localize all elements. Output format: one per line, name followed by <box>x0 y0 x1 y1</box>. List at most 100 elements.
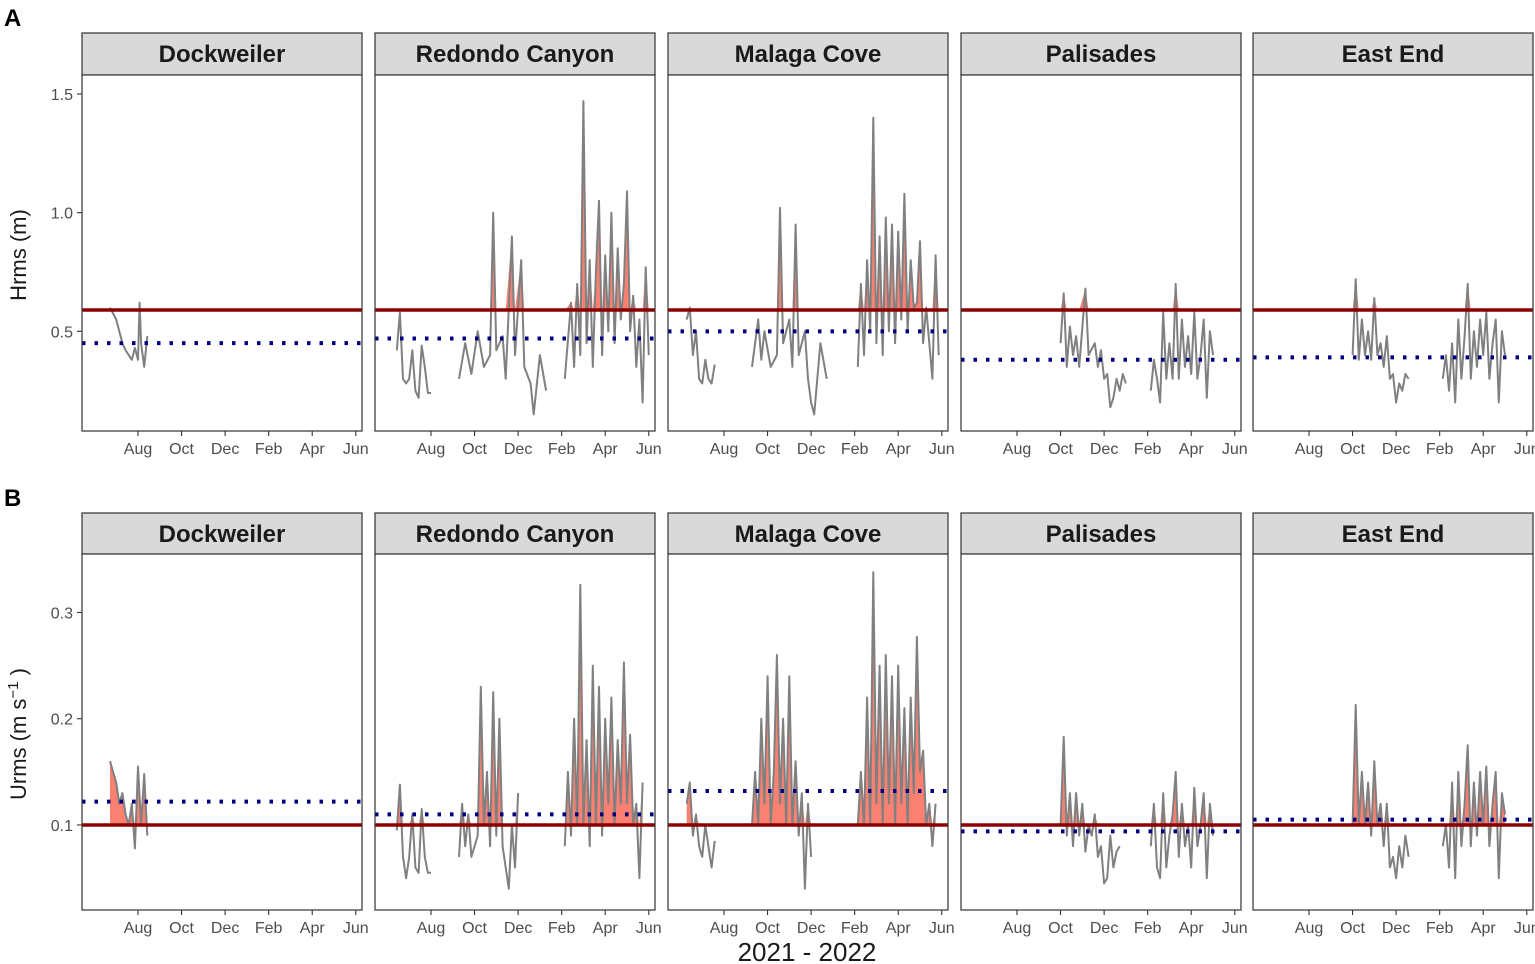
panel-border <box>1252 553 1534 911</box>
facet-title: Palisades <box>1046 41 1157 68</box>
plot-area <box>668 571 948 890</box>
y-tick-label: 0.3 <box>51 605 73 622</box>
x-tick-label: Apr <box>1179 920 1205 937</box>
series-line-1 <box>685 306 716 385</box>
x-tick-label: Apr <box>1471 441 1497 458</box>
y-axis-label-a: Hrms (m) <box>6 209 31 301</box>
plot-area <box>375 100 655 416</box>
series-line-2 <box>1441 282 1506 404</box>
facet-title: Malaga Cove <box>735 521 882 548</box>
facet-title: Malaga Cove <box>735 41 882 68</box>
x-tick-label: Aug <box>124 920 152 937</box>
x-tick-label: Aug <box>417 441 445 458</box>
x-tick-label: Feb <box>1134 920 1162 937</box>
x-tick-label: Dec <box>211 441 239 458</box>
x-tick-label: Apr <box>886 441 912 458</box>
plot-background <box>1253 554 1533 910</box>
plot-background <box>375 75 655 431</box>
plot-area <box>82 760 362 850</box>
panel-label-b: B <box>4 485 21 512</box>
y-axis-label-b-main: Urms (m s <box>6 699 31 800</box>
plot-area <box>961 282 1241 409</box>
panel-border <box>1252 74 1534 432</box>
x-axis-label: 2021 - 2022 <box>738 937 877 964</box>
facet-strip <box>667 512 949 555</box>
facet-strip <box>960 32 1242 76</box>
x-tick-label: Oct <box>462 441 487 458</box>
facet-a-1: Dockweiler Aug Oct Dec Feb Apr Jun 0.5 1.0 1.5 <box>51 32 369 458</box>
x-tick-label: Feb <box>1134 441 1162 458</box>
plot-background <box>82 75 362 431</box>
x-tick-label: Jun <box>1514 920 1535 937</box>
facet-a-4: Palisades Aug Oct Dec Feb Apr Jun <box>960 32 1248 458</box>
facet-strip <box>960 512 1242 555</box>
y-tick-label: 0.5 <box>51 324 73 341</box>
series-line-1 <box>1351 278 1410 404</box>
plot-area <box>668 116 948 416</box>
x-tick-label: Dec <box>797 441 825 458</box>
x-tick-label: Jun <box>343 441 369 458</box>
series-line-2 <box>1441 744 1506 880</box>
x-tick-label: Dec <box>504 920 532 937</box>
y-axis-label-b: Urms (m s−1 ) <box>5 668 32 800</box>
x-tick-label: Oct <box>169 920 194 937</box>
x-tick-label: Apr <box>1471 920 1497 937</box>
facet-title: East End <box>1342 521 1445 548</box>
x-tick-label: Oct <box>1048 920 1073 937</box>
facet-title: Palisades <box>1046 521 1157 548</box>
facet-strip <box>1252 32 1534 76</box>
x-tick-label: Jun <box>929 441 955 458</box>
y-axis-label-b-tail: ) <box>6 668 31 681</box>
y-tick-label: 0.1 <box>51 818 73 835</box>
series-line-1 <box>109 301 149 368</box>
x-tick-label: Dec <box>1090 920 1118 937</box>
series-line-1 <box>1351 703 1410 880</box>
x-tick-label: Feb <box>1426 920 1454 937</box>
x-tick-label: Apr <box>300 441 326 458</box>
panel-border <box>667 74 949 432</box>
panel-border <box>667 553 949 911</box>
x-tick-label: Aug <box>1295 441 1323 458</box>
plot-background <box>668 554 948 910</box>
x-tick-label: Dec <box>1382 920 1410 937</box>
x-tick-label: Apr <box>593 441 619 458</box>
series-line-3 <box>856 571 937 848</box>
series-line-1 <box>685 781 716 869</box>
x-tick-label: Jun <box>636 920 662 937</box>
x-tick-label: Feb <box>255 441 283 458</box>
facet-title: Dockweiler <box>159 521 286 548</box>
panel-border <box>960 74 1242 432</box>
x-tick-label: Feb <box>841 441 869 458</box>
facet-strip <box>81 32 363 76</box>
series-line-3 <box>856 116 940 380</box>
x-tick-label: Oct <box>755 920 780 937</box>
x-tick-label: Feb <box>841 920 869 937</box>
x-tick-label: Dec <box>504 441 532 458</box>
x-tick-label: Apr <box>300 920 326 937</box>
series-line-2 <box>751 206 828 416</box>
facet-a-5: East End Aug Oct Dec Feb Apr Jun <box>1252 32 1535 458</box>
plot-area <box>1253 703 1533 880</box>
x-tick-label: Aug <box>417 920 445 937</box>
facet-strip <box>81 512 363 555</box>
x-tick-label: Oct <box>462 920 487 937</box>
series-line-2 <box>458 685 520 890</box>
x-tick-label: Aug <box>1003 441 1031 458</box>
plot-background <box>1253 75 1533 431</box>
plot-background <box>82 554 362 910</box>
facet-b-1: Dockweiler Aug Oct Dec Feb Apr Jun 0.1 0.2 0.3 <box>51 512 369 937</box>
exceedance-fill-3 <box>857 572 936 825</box>
series-line-2 <box>1149 770 1214 880</box>
plot-area <box>1253 278 1533 404</box>
y-axis-label-b-sup: −1 <box>5 681 22 698</box>
facet-strip <box>667 32 949 76</box>
x-tick-label: Jun <box>1514 441 1535 458</box>
facet-title: Redondo Canyon <box>416 41 615 68</box>
panel-border <box>960 553 1242 911</box>
x-tick-label: Dec <box>211 920 239 937</box>
facet-a-3: Malaga Cove Aug Oct Dec Feb Apr Jun <box>667 32 955 458</box>
y-tick-label: 1.0 <box>51 206 73 223</box>
series-line-3 <box>563 583 644 880</box>
x-tick-label: Oct <box>1340 441 1365 458</box>
